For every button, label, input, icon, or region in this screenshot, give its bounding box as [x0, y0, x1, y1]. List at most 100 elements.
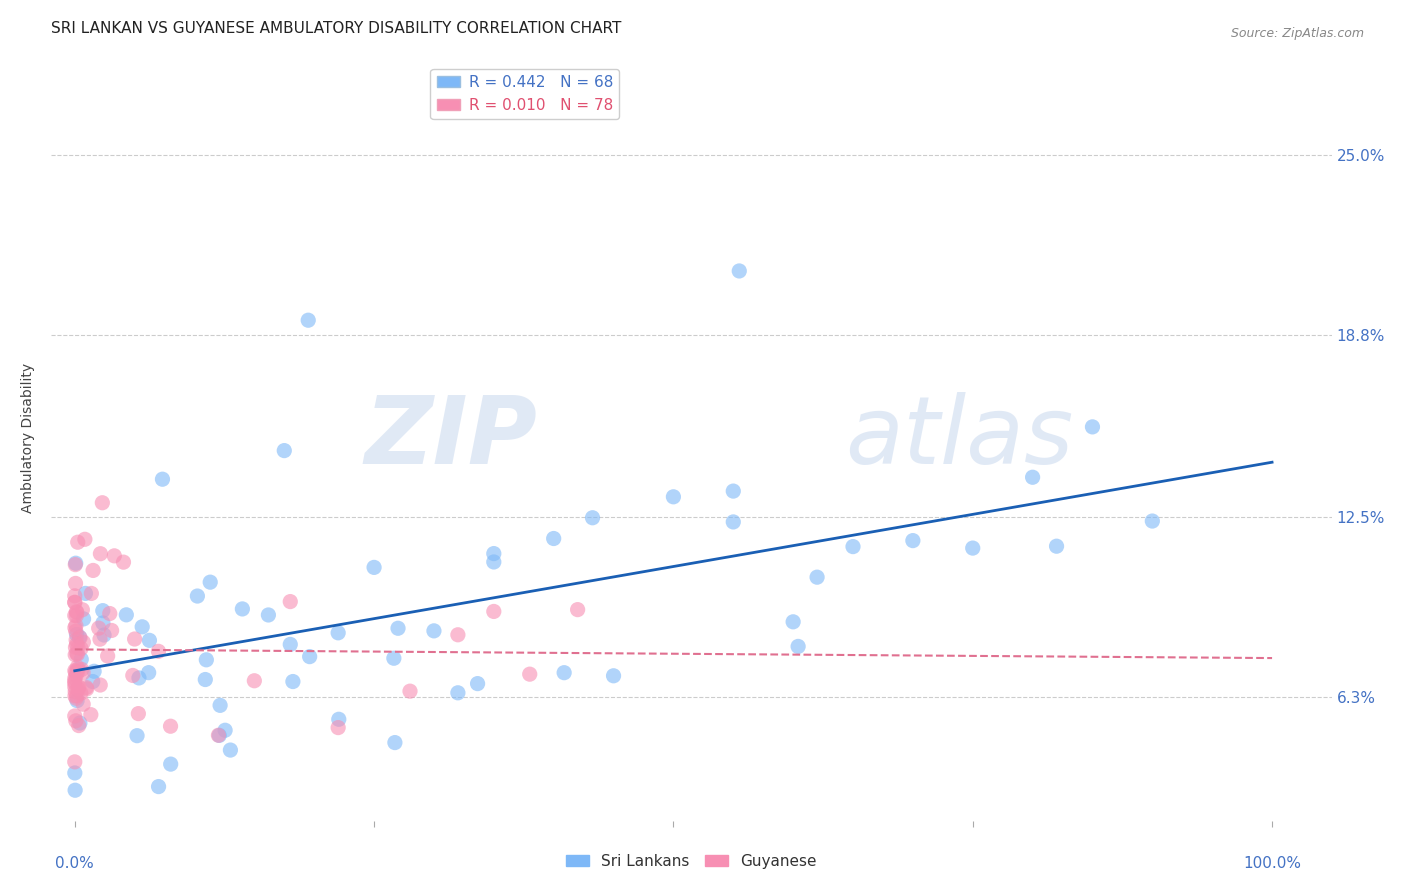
Point	[76, 681, 98, 696]
Point	[72, 635, 94, 649]
Point	[97, 648, 120, 663]
Point	[69, 686, 91, 700]
Point	[148, 780, 170, 794]
Point	[65, 556, 87, 570]
Point	[219, 743, 242, 757]
Point	[63, 674, 86, 689]
Point	[519, 667, 541, 681]
Point	[66, 646, 89, 660]
Point	[787, 640, 810, 654]
Point	[80, 586, 103, 600]
Point	[842, 540, 865, 554]
Point	[278, 637, 301, 651]
Point	[482, 604, 505, 618]
Point	[63, 589, 86, 603]
Point	[98, 607, 121, 621]
Point	[65, 668, 87, 682]
Point	[901, 533, 924, 548]
Point	[63, 766, 86, 780]
Point	[63, 755, 86, 769]
Point	[159, 719, 181, 733]
Point	[543, 532, 565, 546]
Point	[131, 620, 153, 634]
Point	[66, 660, 89, 674]
Point	[63, 709, 86, 723]
Point	[65, 640, 87, 655]
Point	[1045, 539, 1067, 553]
Point	[63, 684, 86, 698]
Point	[65, 627, 87, 641]
Point	[73, 533, 96, 547]
Point	[363, 560, 385, 574]
Point	[91, 496, 114, 510]
Point	[200, 575, 222, 590]
Point	[1081, 420, 1104, 434]
Point	[63, 676, 86, 690]
Point	[70, 652, 93, 666]
Point	[70, 662, 93, 676]
Point	[91, 615, 114, 630]
Point	[138, 665, 160, 680]
Point	[87, 621, 110, 635]
Point	[806, 570, 828, 584]
Point	[66, 665, 89, 679]
Point	[138, 633, 160, 648]
Point	[82, 674, 104, 689]
Point	[80, 707, 103, 722]
Point	[72, 603, 94, 617]
Point	[65, 632, 87, 647]
Legend: Sri Lankans, Guyanese: Sri Lankans, Guyanese	[560, 848, 823, 875]
Point	[728, 264, 751, 278]
Point	[89, 632, 111, 647]
Point	[67, 718, 90, 732]
Text: Source: ZipAtlas.com: Source: ZipAtlas.com	[1230, 27, 1364, 40]
Text: 0.0%: 0.0%	[55, 856, 94, 871]
Point	[297, 313, 319, 327]
Point	[65, 618, 87, 632]
Point	[553, 665, 575, 680]
Point	[273, 443, 295, 458]
Point	[72, 698, 94, 712]
Point	[124, 632, 146, 646]
Point	[67, 680, 90, 694]
Point	[128, 671, 150, 685]
Point	[69, 630, 91, 644]
Point	[65, 665, 87, 679]
Point	[63, 689, 86, 703]
Point	[63, 783, 86, 797]
Point	[121, 668, 143, 682]
Point	[152, 472, 174, 486]
Point	[69, 631, 91, 645]
Point	[72, 612, 94, 626]
Point	[195, 653, 218, 667]
Point	[482, 547, 505, 561]
Point	[75, 681, 97, 695]
Point	[66, 693, 89, 707]
Point	[63, 664, 86, 678]
Point	[66, 663, 89, 677]
Point	[1142, 514, 1164, 528]
Point	[100, 624, 122, 638]
Point	[69, 716, 91, 731]
Point	[387, 621, 409, 635]
Point	[89, 678, 111, 692]
Point	[399, 684, 422, 698]
Point	[66, 606, 89, 620]
Point	[83, 665, 105, 679]
Point	[782, 615, 804, 629]
Point	[66, 535, 89, 549]
Point	[66, 640, 89, 655]
Point	[63, 595, 86, 609]
Point	[82, 564, 104, 578]
Point	[447, 686, 470, 700]
Point	[65, 558, 87, 572]
Text: SRI LANKAN VS GUYANESE AMBULATORY DISABILITY CORRELATION CHART: SRI LANKAN VS GUYANESE AMBULATORY DISABI…	[51, 21, 621, 36]
Point	[75, 586, 97, 600]
Text: ZIP: ZIP	[364, 392, 537, 483]
Point	[467, 676, 489, 690]
Point	[127, 706, 149, 721]
Point	[662, 490, 685, 504]
Point	[186, 589, 208, 603]
Point	[328, 625, 350, 640]
Text: 100.0%: 100.0%	[1243, 856, 1301, 871]
